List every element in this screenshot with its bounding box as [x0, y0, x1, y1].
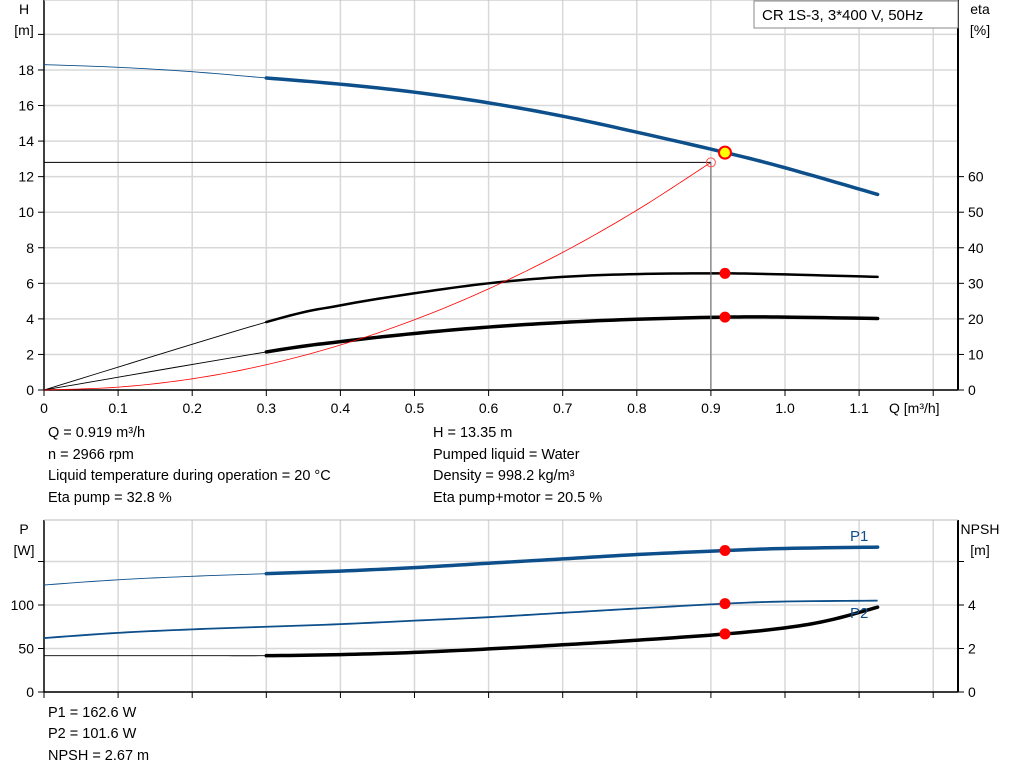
series-label-p2: P2 — [850, 605, 868, 622]
y2-axis-unit: [m] — [970, 542, 989, 558]
curve-h-thin — [43, 64, 267, 79]
curve-eta-total — [264, 315, 880, 354]
y-tick-label: 14 — [18, 133, 34, 149]
y2-tick-label: 30 — [968, 275, 984, 291]
x-tick-label: 0.8 — [627, 400, 647, 416]
y2-axis-label: NPSH — [961, 521, 1000, 537]
required-point-marker — [705, 157, 716, 168]
x-tick-label: 0.6 — [479, 400, 499, 416]
info-h: H = 13.35 m — [433, 425, 513, 441]
curve-h — [264, 76, 880, 197]
x-tick-label: 1.0 — [775, 400, 795, 416]
x-tick-label: 0.9 — [701, 400, 721, 416]
curve-p1-thin — [43, 573, 267, 586]
x-tick-label: 0.2 — [182, 400, 202, 416]
info-p1: P1 = 162.6 W — [48, 705, 137, 721]
curve-npsh — [264, 605, 880, 658]
y-axis-unit: [W] — [14, 542, 35, 558]
y2-tick-label: 4 — [968, 597, 976, 613]
y-axis-unit: [m] — [14, 22, 33, 38]
y-tick-label: 0 — [26, 684, 34, 700]
info-npsh: NPSH = 2.67 m — [48, 748, 150, 764]
eta-pump-marker — [719, 267, 731, 279]
y2-axis-unit: [%] — [970, 22, 990, 38]
info-p2: P2 = 101.6 W — [48, 726, 137, 742]
x-tick-label: 0.4 — [331, 400, 351, 416]
y2-tick-label: 60 — [968, 169, 984, 185]
y-tick-label: 6 — [26, 275, 34, 291]
curve-eta-pump — [265, 272, 879, 324]
y-tick-label: 50 — [18, 641, 34, 657]
y2-tick-label: 20 — [968, 311, 984, 327]
curve-system-curve-thin — [43, 162, 712, 391]
curve-eta-pump-thin — [43, 321, 267, 391]
y-tick-label: 16 — [18, 98, 34, 114]
x-tick-label: 0 — [40, 400, 48, 416]
y2-axis-label: eta — [970, 1, 990, 17]
y-axis-label: P — [19, 521, 28, 537]
curve-p1 — [264, 545, 880, 576]
y-tick-label: 12 — [18, 169, 34, 185]
y-tick-label: 18 — [18, 62, 34, 78]
x-tick-label: 0.5 — [405, 400, 425, 416]
curve-p2-thin — [43, 599, 878, 639]
y2-tick-label: 10 — [968, 346, 984, 362]
y-tick-label: 4 — [26, 311, 34, 327]
y2-tick-label: 40 — [968, 240, 984, 256]
y2-tick-label: 0 — [968, 684, 976, 700]
info-q: Q = 0.919 m³/h — [48, 425, 146, 441]
p1-marker — [719, 545, 731, 557]
y-tick-label: 0 — [26, 382, 34, 398]
y2-tick-label: 0 — [968, 382, 976, 398]
duty-point-marker — [717, 145, 732, 160]
title-box-text: CR 1S-3, 3*400 V, 50Hz — [762, 7, 923, 24]
x-tick-label: 0.1 — [108, 400, 128, 416]
info-density: Density = 998.2 kg/m³ — [433, 468, 575, 484]
info-speed: n = 2966 rpm — [48, 447, 134, 463]
y-tick-label: 2 — [26, 346, 34, 362]
curve-eta-total-thin — [43, 351, 267, 391]
x-tick-label: 1.1 — [849, 400, 869, 416]
info-liquid-temperature: Liquid temperature during operation = 20… — [48, 468, 331, 484]
info-eta-pump: Eta pump = 32.8 % — [48, 490, 172, 506]
info-pumped-liquid: Pumped liquid = Water — [433, 447, 580, 463]
x-tick-label: 0.3 — [257, 400, 277, 416]
title-box: CR 1S-3, 3*400 V, 50Hz — [753, 0, 959, 29]
npsh-marker — [719, 628, 731, 640]
y2-tick-label: 2 — [968, 641, 976, 657]
y-tick-label: 100 — [11, 597, 35, 613]
y-axis-label: H — [19, 1, 29, 17]
x-tick-label: 0.7 — [553, 400, 573, 416]
y-tick-label: 8 — [26, 240, 34, 256]
x-axis-label: Q [m³/h] — [889, 400, 940, 416]
y-tick-label: 10 — [18, 204, 34, 220]
series-label-p1: P1 — [850, 528, 868, 545]
eta-total-marker — [719, 311, 731, 323]
y2-tick-label: 50 — [968, 204, 984, 220]
info-eta-pump-motor: Eta pump+motor = 20.5 % — [433, 490, 603, 506]
p2-marker — [719, 598, 731, 610]
